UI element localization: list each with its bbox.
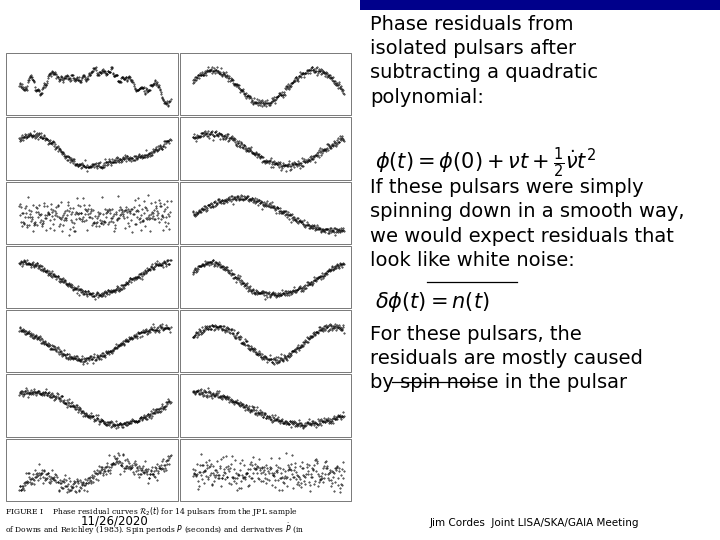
Bar <box>179 181 351 244</box>
Bar <box>6 181 178 244</box>
Bar <box>179 374 351 437</box>
Bar <box>6 53 178 115</box>
Bar <box>6 438 178 501</box>
Bar <box>179 246 351 308</box>
Bar <box>179 310 351 373</box>
Text: Jim Cordes  Joint LISA/SKA/GAIA Meeting: Jim Cordes Joint LISA/SKA/GAIA Meeting <box>430 518 639 528</box>
Text: If these pulsars were simply
spinning down in a smooth way,
we would expect resi: If these pulsars were simply spinning do… <box>370 178 685 270</box>
Bar <box>179 438 351 501</box>
Text: For these pulsars, the
residuals are mostly caused
by spin noise in the pulsar: For these pulsars, the residuals are mos… <box>370 325 643 393</box>
Bar <box>179 53 351 115</box>
Bar <box>6 117 178 180</box>
Text: $\delta\phi(t) = n(t)$: $\delta\phi(t) = n(t)$ <box>375 290 490 314</box>
Bar <box>6 310 178 373</box>
Text: FIGURE I    Phase residual curves $\mathcal{R}_2(t)$ for 14 pulsars from the JPL: FIGURE I Phase residual curves $\mathcal… <box>5 505 304 540</box>
Bar <box>6 246 178 308</box>
Text: $\phi(t) = \phi(0) + \nu t + \frac{1}{2}\dot{\nu}t^2$: $\phi(t) = \phi(0) + \nu t + \frac{1}{2}… <box>375 145 596 179</box>
Text: 11/26/2020: 11/26/2020 <box>81 515 149 528</box>
Bar <box>6 374 178 437</box>
Text: Phase residuals from
isolated pulsars after
subtracting a quadratic
polynomial:: Phase residuals from isolated pulsars af… <box>370 15 598 107</box>
Bar <box>179 117 351 180</box>
Bar <box>360 0 720 10</box>
